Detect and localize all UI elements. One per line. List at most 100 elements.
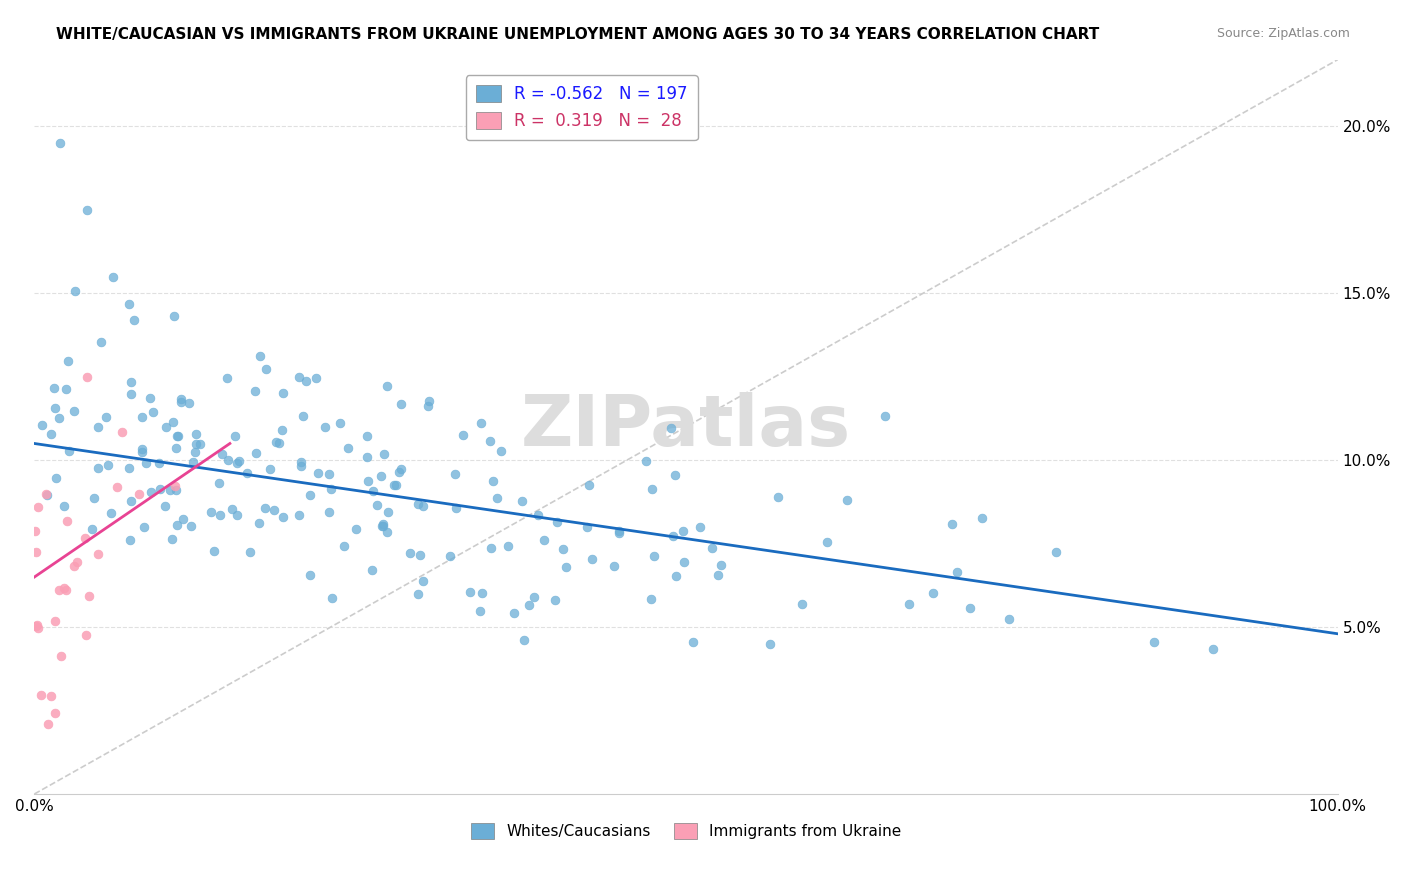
Point <box>321 591 343 605</box>
Point <box>481 474 503 488</box>
Point <box>710 558 733 573</box>
Point <box>553 542 575 557</box>
Point <box>328 416 350 430</box>
Point <box>486 491 509 505</box>
Point <box>131 409 153 424</box>
Point <box>180 519 202 533</box>
Point <box>897 597 920 611</box>
Point <box>344 522 367 536</box>
Point <box>640 591 662 606</box>
Point <box>62 558 84 573</box>
Point <box>101 269 124 284</box>
Point <box>418 399 440 413</box>
Point <box>643 549 665 563</box>
Point <box>998 612 1021 626</box>
Point <box>707 567 730 582</box>
Point <box>792 597 814 611</box>
Point <box>163 310 186 324</box>
Point <box>149 482 172 496</box>
Point <box>471 586 494 600</box>
Point <box>80 522 103 536</box>
Point <box>128 487 150 501</box>
Point <box>24 619 46 633</box>
Point <box>458 584 481 599</box>
Point <box>546 515 568 529</box>
Point <box>25 618 48 632</box>
Point <box>221 502 243 516</box>
Point <box>148 456 170 470</box>
Point <box>337 442 360 456</box>
Point <box>132 520 155 534</box>
Point <box>946 566 969 580</box>
Point <box>170 392 193 406</box>
Point <box>207 476 229 491</box>
Point <box>370 468 392 483</box>
Point <box>100 507 122 521</box>
Point <box>377 505 399 519</box>
Point <box>27 500 49 514</box>
Point <box>406 587 429 601</box>
Point <box>228 454 250 468</box>
Point <box>25 544 48 558</box>
Point <box>662 528 685 542</box>
Point <box>288 508 311 522</box>
Point <box>224 428 246 442</box>
Point <box>135 456 157 470</box>
Point <box>321 482 343 496</box>
Point <box>768 490 790 504</box>
Point <box>271 510 294 524</box>
Point <box>58 443 80 458</box>
Point <box>305 371 328 385</box>
Point <box>172 512 194 526</box>
Point <box>371 516 394 531</box>
Point <box>406 497 429 511</box>
Point <box>24 524 46 538</box>
Point <box>177 396 200 410</box>
Point <box>1201 642 1223 657</box>
Point <box>290 459 312 474</box>
Point <box>139 484 162 499</box>
Legend: Whites/Caucasians, Immigrants from Ukraine: Whites/Caucasians, Immigrants from Ukrai… <box>465 817 907 845</box>
Point <box>35 487 58 501</box>
Point <box>181 455 204 469</box>
Point <box>253 501 276 516</box>
Point <box>44 401 66 416</box>
Point <box>922 586 945 600</box>
Point <box>581 552 603 566</box>
Point <box>835 493 858 508</box>
Point <box>243 384 266 398</box>
Point <box>49 136 72 150</box>
Point <box>371 518 394 533</box>
Point <box>87 420 110 434</box>
Point <box>318 467 340 481</box>
Point <box>37 717 59 731</box>
Point <box>245 446 267 460</box>
Point <box>555 559 578 574</box>
Point <box>263 503 285 517</box>
Point <box>118 533 141 548</box>
Point <box>48 410 70 425</box>
Point <box>53 500 76 514</box>
Point <box>166 517 188 532</box>
Point <box>271 385 294 400</box>
Point <box>481 541 503 555</box>
Point <box>55 382 77 396</box>
Point <box>607 526 630 541</box>
Point <box>27 621 49 635</box>
Point <box>53 582 76 596</box>
Point <box>155 420 177 434</box>
Point <box>1143 634 1166 648</box>
Point <box>200 505 222 519</box>
Point <box>388 465 411 479</box>
Point <box>44 706 66 720</box>
Text: WHITE/CAUCASIAN VS IMMIGRANTS FROM UKRAINE UNEMPLOYMENT AMONG AGES 30 TO 34 YEAR: WHITE/CAUCASIAN VS IMMIGRANTS FROM UKRAI… <box>56 27 1099 42</box>
Point <box>76 202 98 217</box>
Point <box>208 508 231 522</box>
Point <box>120 494 142 508</box>
Point <box>332 539 354 553</box>
Point <box>665 568 688 582</box>
Point <box>479 434 502 448</box>
Point <box>672 555 695 569</box>
Point <box>77 589 100 603</box>
Point <box>55 582 77 597</box>
